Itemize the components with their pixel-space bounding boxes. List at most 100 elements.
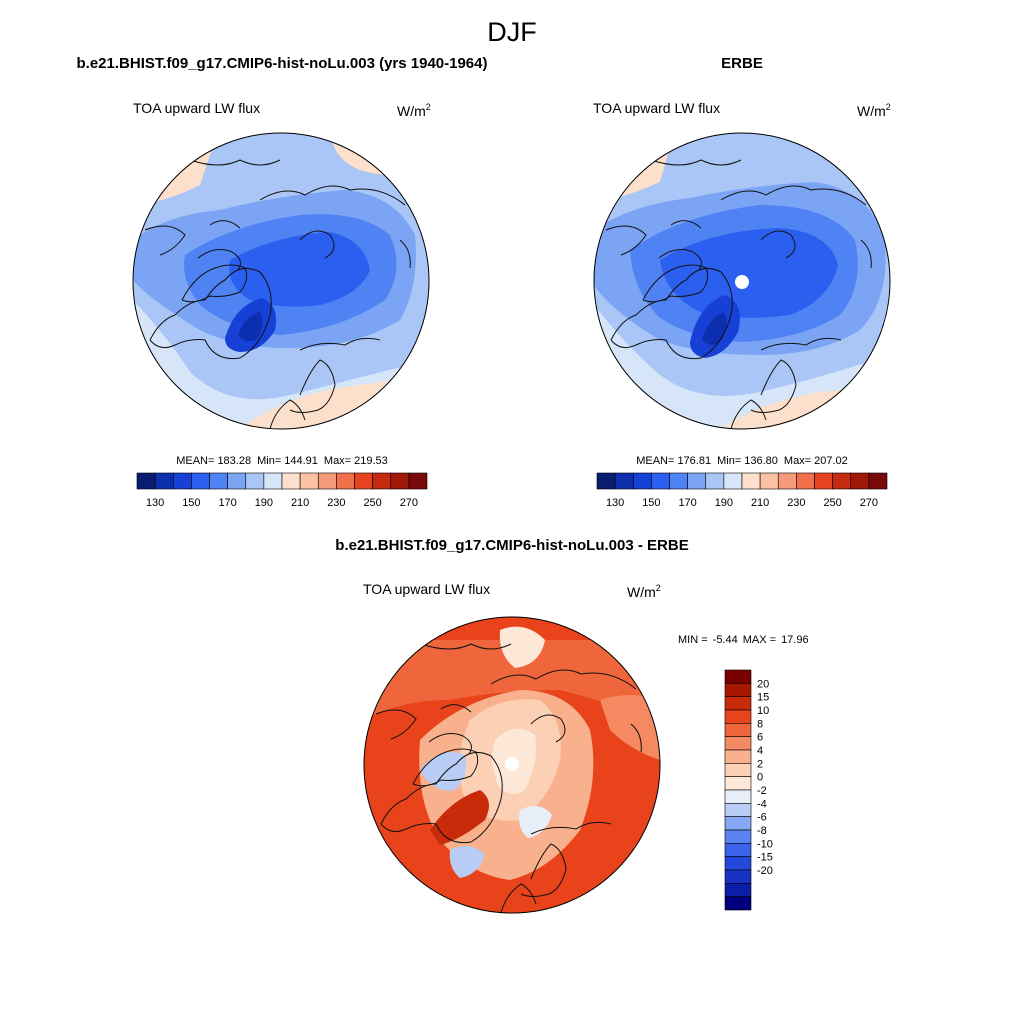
colorbar-box xyxy=(741,472,761,490)
field-contour xyxy=(499,626,545,668)
field-contour xyxy=(229,232,370,307)
field-contour xyxy=(238,312,263,342)
colorbar-box xyxy=(724,883,752,897)
colorbar-box xyxy=(724,749,752,764)
colorbar-tick-label: 210 xyxy=(751,497,769,509)
field-contour xyxy=(702,312,727,345)
missing-data-pole xyxy=(735,275,749,289)
colorbar-box xyxy=(724,709,752,724)
colorbar-tick-label: 270 xyxy=(400,497,418,509)
colorbar-box xyxy=(651,472,670,490)
colorbar-box xyxy=(227,472,247,490)
colorbar-box xyxy=(724,816,752,831)
panel-3-stats: MIN = -5.44 MAX = 17.96 xyxy=(678,634,809,646)
colorbar-tick-label: -2 xyxy=(757,785,767,797)
colorbar-box xyxy=(299,472,319,490)
colorbar-box xyxy=(191,472,210,490)
colorbar-tick-label: 10 xyxy=(757,705,769,717)
panel-1-units-label: W/m2 xyxy=(397,102,431,119)
field-contour xyxy=(600,695,660,760)
colorbar-box xyxy=(372,472,392,490)
panel-3-variable-label: TOA upward LW flux xyxy=(363,581,490,597)
colorbar-box xyxy=(759,472,779,490)
colorbar-box xyxy=(777,472,797,490)
colorbar-tick-label: -4 xyxy=(757,798,767,810)
colorbar-box xyxy=(723,472,743,490)
map-boundary xyxy=(363,616,661,914)
colorbar-box xyxy=(596,472,616,490)
colorbar-box xyxy=(724,829,752,844)
coastlines xyxy=(605,159,872,429)
panel-2-variable-label: TOA upward LW flux xyxy=(593,100,720,116)
panel-2-stats: MEAN= 176.81 Min= 136.80 Max= 207.02 xyxy=(636,455,848,467)
map-boundary xyxy=(593,132,891,430)
colorbar-box xyxy=(724,856,752,871)
colorbar-box xyxy=(281,472,301,490)
panel-1-variable-label: TOA upward LW flux xyxy=(133,100,260,116)
colorbar-box xyxy=(172,472,192,490)
missing-data-pole xyxy=(505,757,519,771)
colorbar-box xyxy=(614,472,634,490)
colorbar-box xyxy=(832,472,852,490)
colorbar-box xyxy=(154,472,174,490)
colorbar-tick-label: 210 xyxy=(291,497,309,509)
colorbar-box xyxy=(632,472,652,490)
colorbar-box xyxy=(850,472,870,490)
colorbar-tick-label: -10 xyxy=(757,838,773,850)
panel-1-map xyxy=(132,132,430,430)
panel-2-units-label: W/m2 xyxy=(857,102,891,119)
colorbar-box xyxy=(724,696,752,711)
figure-title: DJF xyxy=(487,17,537,47)
colorbar-box xyxy=(317,472,337,490)
colorbar-box xyxy=(390,472,410,490)
colorbar-tick-label: 230 xyxy=(787,497,805,509)
map-boundary xyxy=(132,132,430,430)
colorbar-tick-label: 170 xyxy=(218,497,236,509)
colorbar-tick-label: 190 xyxy=(715,497,733,509)
colorbar-tick-label: 20 xyxy=(757,678,769,690)
panel-2-colorbar: 130 150 170 190 210 230 250 270 xyxy=(596,472,888,509)
colorbar-box xyxy=(868,472,888,490)
colorbar-tick-label: 150 xyxy=(642,497,660,509)
colorbar-box xyxy=(724,683,752,697)
panel-3-title: b.e21.BHIST.f09_g17.CMIP6-hist-noLu.003 … xyxy=(335,537,688,554)
field-contour xyxy=(364,640,660,720)
colorbar-tick-label: 250 xyxy=(823,497,841,509)
colorbar-box xyxy=(354,472,373,490)
colorbar-tick-label: 130 xyxy=(606,497,624,509)
colorbar-box xyxy=(724,869,752,884)
field-contour xyxy=(519,806,552,838)
colorbar-tick-label: 150 xyxy=(182,497,200,509)
colorbar-box xyxy=(705,472,725,490)
colorbar-box xyxy=(263,472,283,490)
colorbar-box xyxy=(136,472,156,490)
panel-1-colorbar: 130 150 170 190 210 230 250 270 xyxy=(136,472,428,509)
panel-1-stats: MEAN= 183.28 Min= 144.91 Max= 219.53 xyxy=(176,455,388,467)
colorbar-tick-label: 2 xyxy=(757,758,763,770)
colorbar-box xyxy=(814,472,833,490)
panel-1-title: b.e21.BHIST.f09_g17.CMIP6-hist-noLu.003 … xyxy=(77,55,488,72)
panel-3-map xyxy=(363,616,661,914)
colorbar-tick-label: -6 xyxy=(757,812,767,824)
colorbar-box xyxy=(336,472,355,490)
colorbar-box xyxy=(724,723,752,737)
field-contour xyxy=(430,790,489,845)
colorbar-tick-label: 6 xyxy=(757,732,763,744)
colorbar-tick-label: -20 xyxy=(757,865,773,877)
colorbar-tick-label: 190 xyxy=(255,497,273,509)
colorbar-tick-label: 8 xyxy=(757,718,763,730)
colorbar-tick-label: 170 xyxy=(678,497,696,509)
colorbar-box xyxy=(408,472,428,490)
colorbar-box xyxy=(724,896,752,911)
colorbar-tick-label: 15 xyxy=(757,692,769,704)
panel-3-units-label: W/m2 xyxy=(627,583,661,600)
colorbar-box xyxy=(669,472,688,490)
colorbar-box xyxy=(724,736,752,751)
colorbar-box xyxy=(724,776,752,791)
colorbar-box xyxy=(796,472,815,490)
colorbar-box xyxy=(724,669,752,684)
colorbar-box xyxy=(209,472,228,490)
colorbar-box xyxy=(245,472,265,490)
